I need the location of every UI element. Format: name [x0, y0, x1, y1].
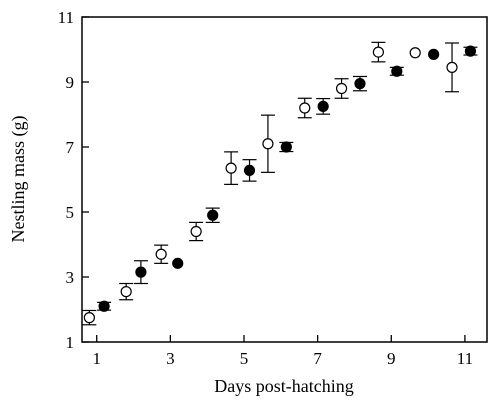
x-tick-label: 7	[313, 349, 322, 368]
open-circle-point	[83, 312, 95, 324]
y-tick-label: 5	[66, 203, 75, 222]
open-circle-point	[225, 162, 237, 174]
filled-circle-point	[428, 48, 440, 60]
open-circle-point	[190, 225, 202, 238]
filled-circle-point	[98, 300, 110, 312]
y-tick-label: 11	[58, 8, 74, 27]
filled-circle-point	[280, 141, 292, 153]
y-tick-label: 1	[66, 333, 75, 352]
open-circle-point	[155, 248, 167, 260]
y-tick-label: 7	[66, 138, 75, 157]
filled-circle-point	[317, 100, 329, 112]
y-axis-title: Nestling mass (g)	[8, 116, 29, 243]
x-axis-title: Days post-hatching	[214, 376, 353, 396]
open-circle-point	[262, 138, 274, 150]
plot-area	[81, 16, 488, 343]
x-tick-label: 3	[166, 349, 175, 368]
filled-circle-point	[207, 209, 219, 221]
plot-frame	[81, 16, 488, 343]
data-marks	[82, 41, 478, 326]
open-circle-point	[446, 61, 458, 73]
filled-circle-point	[172, 257, 184, 269]
filled-circle-point	[391, 65, 403, 77]
open-circle-point	[409, 47, 421, 59]
y-tick-label: 9	[66, 73, 75, 92]
open-circle-point	[120, 286, 132, 298]
filled-circle-point	[243, 164, 256, 176]
x-tick-label: 11	[457, 349, 473, 368]
y-tick-label: 3	[66, 268, 75, 287]
filled-circle-point	[135, 266, 147, 278]
x-tick-label: 9	[387, 349, 396, 368]
open-circle-point	[299, 102, 311, 114]
filled-circle-point	[354, 78, 366, 90]
filled-circle-point	[464, 45, 477, 57]
x-tick-label: 5	[240, 349, 249, 368]
open-circle-point	[335, 82, 348, 95]
open-circle-point	[372, 46, 384, 58]
x-tick-label: 1	[92, 349, 101, 368]
